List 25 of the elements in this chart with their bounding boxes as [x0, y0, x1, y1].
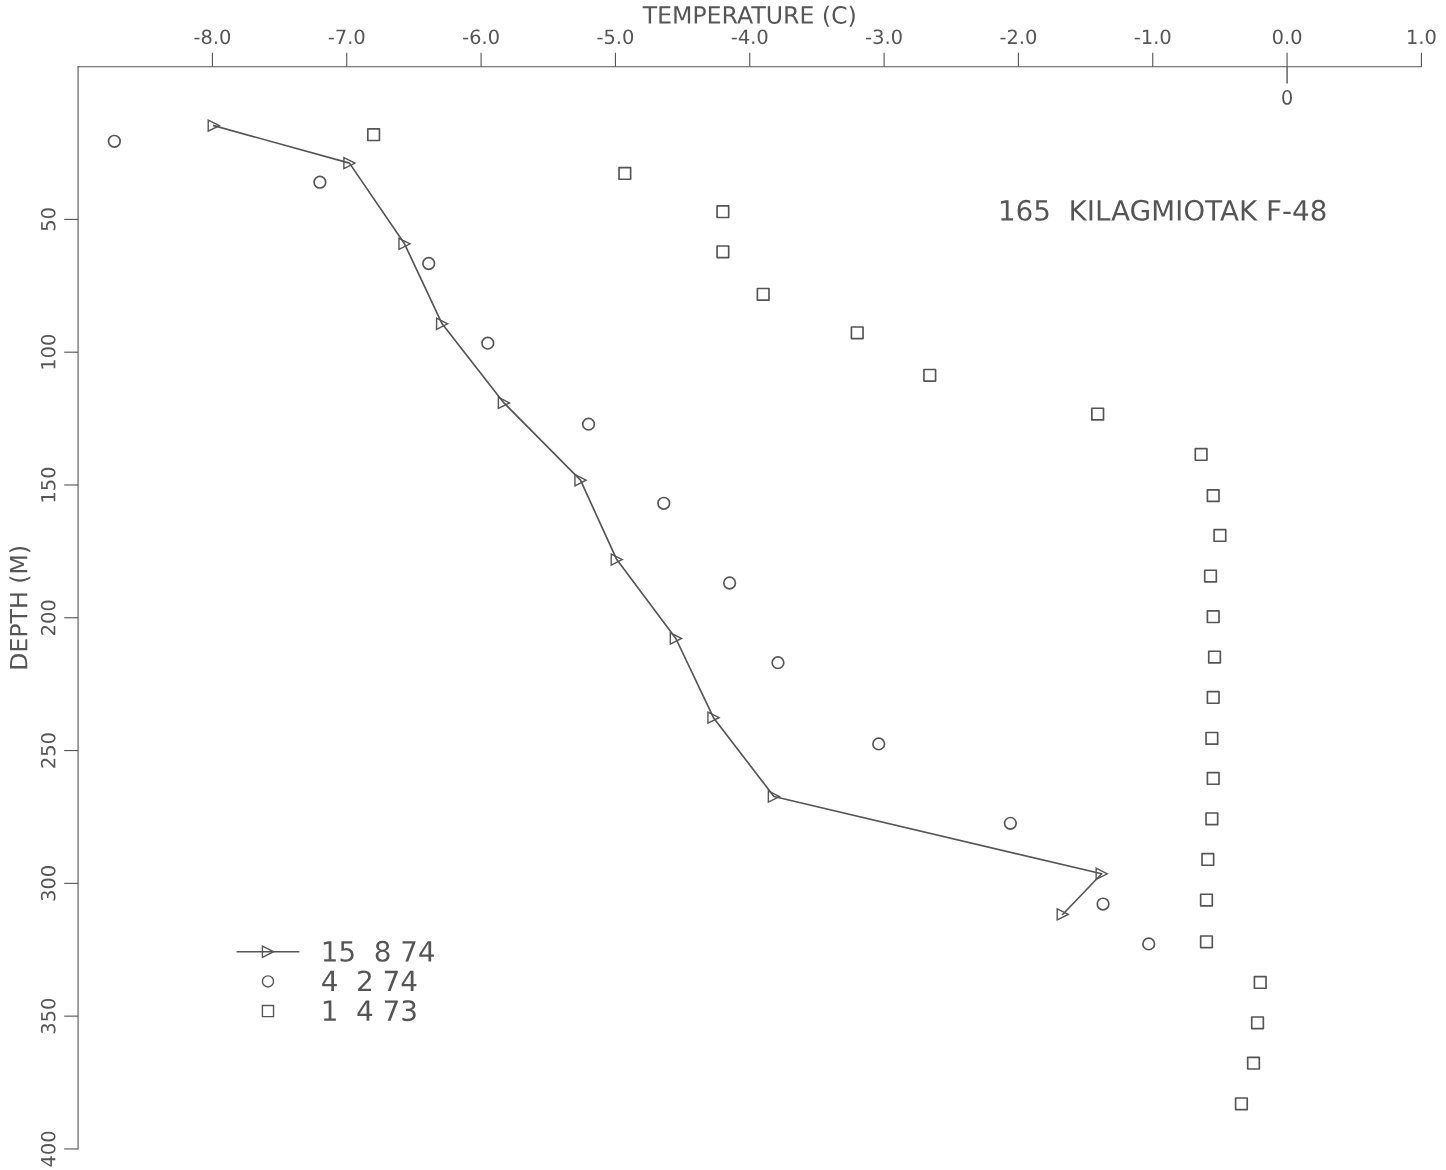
- legend-label: 4 2 74: [322, 970, 417, 992]
- x-tick-label: 1.0: [1408, 29, 1436, 45]
- x-tick-label: -7.0: [328, 29, 365, 45]
- x-tick-label: -8.0: [194, 29, 231, 45]
- x-tick-label: 0.0: [1272, 29, 1302, 45]
- x-tick-label: -5.0: [597, 29, 634, 45]
- y-tick-label: 50: [40, 208, 56, 231]
- y-tick-label: 200: [40, 600, 56, 635]
- x-tick-label: -4.0: [731, 29, 768, 45]
- x-tick-label: -2.0: [1000, 29, 1037, 45]
- y-tick-label: 350: [40, 998, 56, 1034]
- y-tick-label: 100: [40, 334, 56, 369]
- legend-label: 1 4 73: [323, 1000, 416, 1022]
- y-tick-label: 400: [40, 1131, 56, 1167]
- y-tick-label: 300: [40, 866, 56, 901]
- x-axis-title: TEMPERATURE (C): [642, 5, 855, 27]
- x-tick-label: -6.0: [463, 29, 499, 45]
- y-tick-label: 250: [40, 733, 56, 768]
- legend-label: 15 8 74: [323, 940, 435, 962]
- x-tick-label: -3.0: [866, 29, 902, 45]
- text: 165 KILAGMIOTAK F-48: [1000, 199, 1326, 221]
- annotation: 0: [1282, 90, 1292, 105]
- y-axis-title: DEPTH (M): [9, 546, 31, 669]
- x-tick-label: -1.0: [1134, 29, 1171, 45]
- y-tick-label: 150: [40, 467, 56, 502]
